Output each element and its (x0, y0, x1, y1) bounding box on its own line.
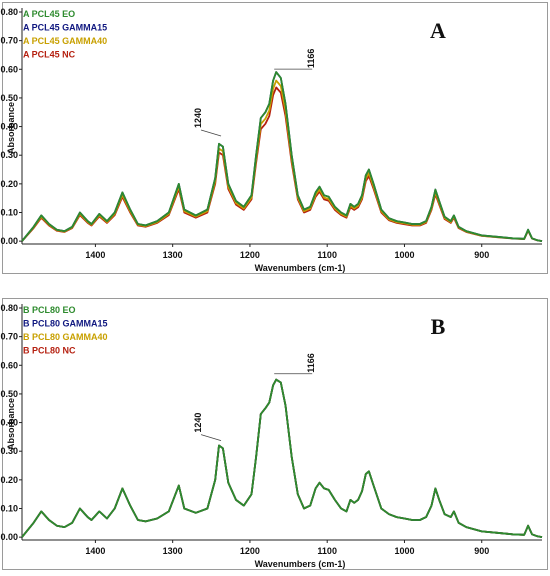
y-tick-label: 0.30 (0, 446, 18, 456)
y-tick-label: 0.10 (0, 503, 18, 513)
series-line-b-pcl80-eo (21, 378, 543, 538)
annotation-leader-1240 (200, 129, 222, 137)
series-line-a-pcl45-gamma40 (21, 79, 543, 242)
x-tick-label: 1300 (163, 546, 183, 556)
panel-a-frame (2, 2, 548, 274)
x-tick-label: 1400 (85, 546, 105, 556)
series-line-b-pcl80-gamma15 (21, 378, 543, 538)
series-line-a-pcl45-nc (21, 86, 543, 242)
x-tick-label: 1200 (240, 546, 260, 556)
y-axis-title: Absorbance (6, 102, 16, 154)
y-tick-label: 0.70 (0, 36, 18, 46)
x-axis-title: Wavenumbers (cm‑1) (255, 559, 346, 569)
annotation-1240: 1240 (193, 108, 203, 128)
panel-label-b: B (431, 314, 446, 339)
spectrum-panel-b: 0.00 0.10 0.20 0.30 0.40 0.50 0.60 0.70 0.80 1400… (0, 296, 550, 572)
x-tick-label: 1200 (240, 250, 260, 260)
x-tick-label: 1000 (394, 546, 414, 556)
legend-entry: B PCL80 EO (23, 305, 76, 315)
spectrum-chart-a: 0.00 0.10 0.20 0.30 0.40 0.50 0.60 0.70 0.80 1400… (0, 7, 543, 273)
series-line-a-pcl45-eo (21, 71, 543, 242)
legend-entry: A PCL45 EO (23, 9, 75, 19)
legend-entry: B PCL80 NC (23, 346, 76, 356)
y-tick-label: 0.00 (0, 532, 18, 542)
series-line-b-pcl80-nc (21, 378, 543, 538)
annotation-1240: 1240 (193, 413, 203, 433)
x-tick-label: 900 (474, 250, 489, 260)
y-tick-label: 0.50 (0, 389, 18, 399)
legend-entry: A PCL45 GAMMA15 (23, 23, 107, 33)
x-tick-label: 900 (474, 546, 489, 556)
spectrum-chart-b: 0.00 0.10 0.20 0.30 0.40 0.50 0.60 0.70 0.80 1400… (0, 303, 543, 569)
series-line-b-pcl80-gamma40 (21, 378, 543, 538)
x-tick-label: 1100 (317, 546, 337, 556)
spectrum-panel-a: 0.00 0.10 0.20 0.30 0.40 0.50 0.60 0.70 0.80 1400… (0, 0, 550, 276)
x-tick-label: 1300 (163, 250, 183, 260)
x-tick-label: 1000 (394, 250, 414, 260)
x-axis-title: Wavenumbers (cm‑1) (255, 263, 346, 273)
y-tick-label: 0.40 (0, 418, 18, 428)
y-tick-label: 0.60 (0, 64, 18, 74)
y-axis-title: Absorbance (6, 398, 16, 450)
y-tick-label: 0.80 (0, 303, 18, 313)
legend-entry: B PCL80 GAMMA15 (23, 319, 108, 329)
panel-label-a: A (430, 18, 446, 43)
legend-entry: A PCL45 GAMMA40 (23, 36, 107, 46)
panel-b-frame (2, 298, 548, 570)
y-tick-label: 0.30 (0, 150, 18, 160)
y-tick-label: 0.70 (0, 332, 18, 342)
y-tick-label: 0.20 (0, 475, 18, 485)
legend-entry: A PCL45 NC (23, 50, 76, 60)
y-tick-label: 0.20 (0, 179, 18, 189)
y-tick-label: 0.40 (0, 122, 18, 132)
annotation-1166: 1166 (306, 353, 316, 373)
y-tick-label: 0.80 (0, 7, 18, 17)
x-tick-label: 1400 (85, 250, 105, 260)
y-tick-label: 0.50 (0, 93, 18, 103)
x-tick-label: 1100 (317, 250, 337, 260)
y-tick-label: 0.60 (0, 360, 18, 370)
annotation-leader-1240 (200, 434, 222, 442)
legend-entry: B PCL80 GAMMA40 (23, 332, 108, 342)
annotation-1166: 1166 (306, 49, 316, 69)
y-tick-label: 0.10 (0, 207, 18, 217)
y-tick-label: 0.00 (0, 236, 18, 246)
